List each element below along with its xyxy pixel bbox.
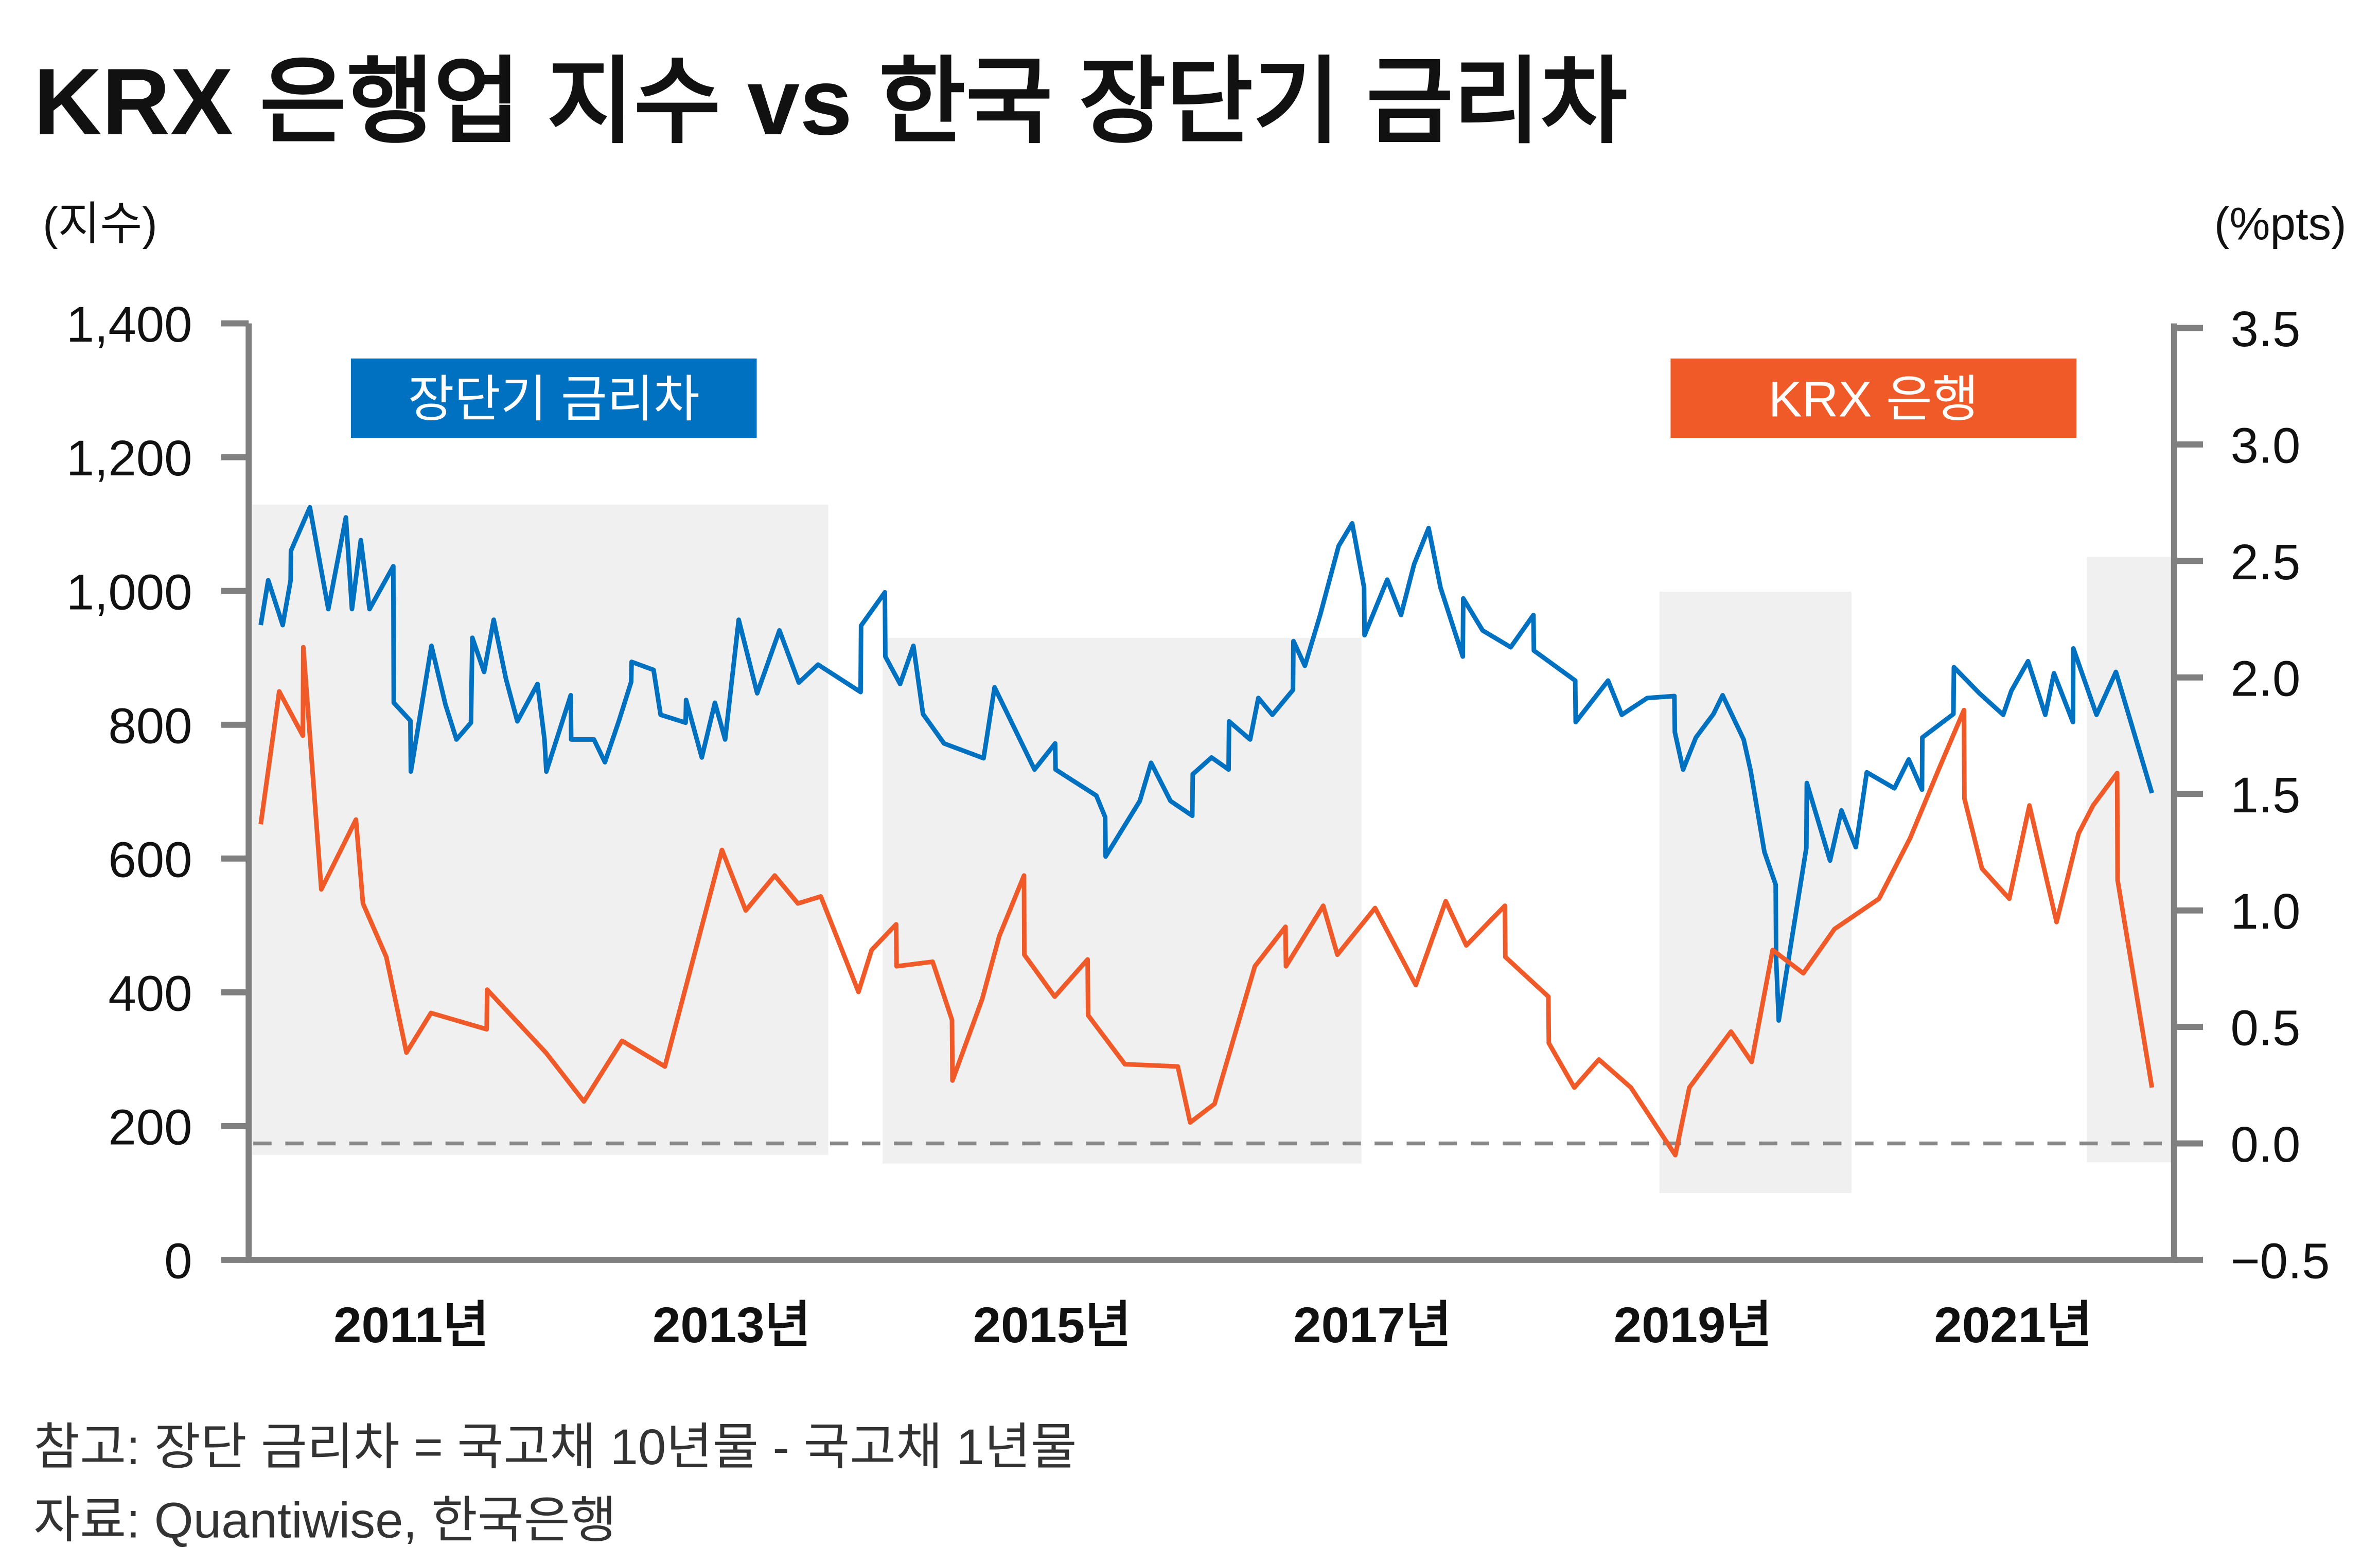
series-line-orange — [258, 645, 2155, 1158]
footnote-definition: 참고: 장단 금리차 = 국고채 10년물 - 국고채 1년물 — [33, 1418, 1077, 1475]
legend-krx-bank: KRX 은행 — [1670, 358, 2077, 438]
legend-label: KRX 은행 — [1769, 370, 1979, 427]
right-axis-ticks: −0.5 0.0 0.5 1.0 1.5 2.0 2.5 3.0 3.5 — [2174, 300, 2330, 1289]
series-lines — [258, 505, 2155, 1158]
shaded-period — [1659, 592, 1852, 1193]
right-tick-label: 0.5 — [2230, 1000, 2300, 1056]
right-tick-label: −0.5 — [2230, 1233, 2330, 1289]
shaded-period — [252, 504, 828, 1155]
shaded-period — [2087, 557, 2174, 1163]
shaded-periods — [252, 504, 2174, 1193]
left-tick-label: 600 — [108, 831, 192, 887]
left-tick-label: 1,000 — [66, 563, 192, 620]
legend-label: 장단기 금리차 — [408, 370, 700, 427]
left-tick-label: 1,200 — [66, 430, 192, 486]
series-line-blue — [258, 505, 2155, 1023]
right-tick-label: 1.0 — [2230, 883, 2300, 939]
right-tick-label: 3.5 — [2230, 300, 2300, 357]
legend-swatch-blue — [350, 358, 757, 438]
shaded-period — [883, 637, 1362, 1164]
left-tick-label: 1,400 — [66, 296, 192, 352]
left-tick-label: 0 — [164, 1233, 192, 1289]
x-tick-label: 2011년 — [333, 1296, 489, 1353]
x-tick-label: 2013년 — [653, 1296, 811, 1353]
chart-title: KRX 은행업 지수 vs 한국 장단기 금리차 — [33, 49, 1627, 154]
x-axis-ticks: 2011년 2013년 2015년 2017년 2019년 2021년 — [333, 1296, 2092, 1353]
left-axis-ticks: 0 200 400 600 800 1,000 1,200 1,400 — [66, 296, 249, 1289]
x-tick-label: 2017년 — [1293, 1296, 1452, 1353]
right-tick-label: 3.0 — [2230, 417, 2300, 474]
right-tick-label: 2.0 — [2230, 650, 2300, 706]
left-tick-label: 400 — [108, 965, 192, 1021]
x-tick-label: 2015년 — [973, 1296, 1132, 1353]
legend-swatch-orange — [1670, 358, 2077, 438]
right-axis-unit: (%pts) — [2214, 198, 2347, 250]
right-tick-label: 2.5 — [2230, 533, 2300, 590]
x-tick-label: 2021년 — [1934, 1296, 2092, 1353]
footnote-source: 자료: Quantiwise, 한국은행 — [33, 1492, 616, 1549]
x-tick-label: 2019년 — [1614, 1296, 1772, 1353]
right-tick-label: 0.0 — [2230, 1116, 2300, 1172]
legend-spread: 장단기 금리차 — [350, 358, 757, 438]
left-tick-label: 200 — [108, 1098, 192, 1155]
left-axis-unit: (지수) — [43, 198, 157, 250]
right-tick-label: 1.5 — [2230, 767, 2300, 823]
left-tick-label: 800 — [108, 697, 192, 754]
